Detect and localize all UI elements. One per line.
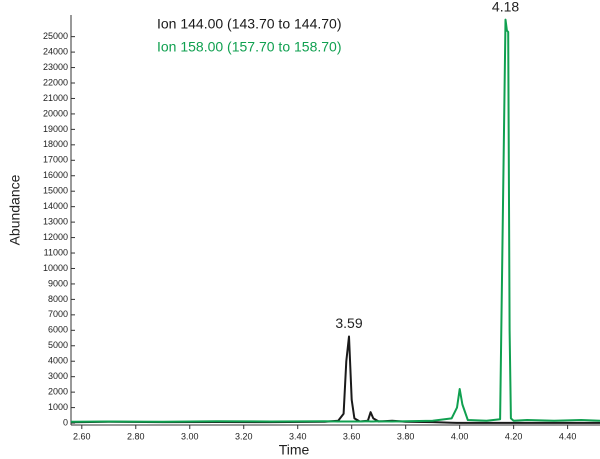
legend-entry: Ion 158.00 (157.70 to 158.70) bbox=[157, 39, 341, 55]
x-tick-label: 4.40 bbox=[559, 431, 577, 441]
y-tick-label: 10000 bbox=[43, 263, 68, 273]
y-tick-label: 12000 bbox=[43, 232, 68, 242]
y-tick-label: 5000 bbox=[48, 340, 68, 350]
x-tick-label: 4.00 bbox=[451, 431, 469, 441]
y-tick-label: 4000 bbox=[48, 356, 68, 366]
y-tick-label: 20000 bbox=[43, 108, 68, 118]
x-tick-label: 3.80 bbox=[397, 431, 415, 441]
legend-entry: Ion 144.00 (143.70 to 144.70) bbox=[157, 16, 341, 32]
x-tick-label: 2.80 bbox=[127, 431, 145, 441]
x-tick-label: 3.40 bbox=[289, 431, 307, 441]
y-tick-label: 25000 bbox=[43, 31, 68, 41]
x-tick-label: 2.60 bbox=[73, 431, 91, 441]
y-tick-label: 14000 bbox=[43, 201, 68, 211]
x-tick-label: 3.00 bbox=[181, 431, 199, 441]
x-tick-label: 3.60 bbox=[343, 431, 361, 441]
y-tick-label: 17000 bbox=[43, 155, 68, 165]
series-line bbox=[70, 18, 600, 423]
y-tick-label: 16000 bbox=[43, 170, 68, 180]
y-tick-label: 22000 bbox=[43, 77, 68, 87]
y-tick-label: 6000 bbox=[48, 325, 68, 335]
y-tick-label: 15000 bbox=[43, 186, 68, 196]
y-tick-label: 1000 bbox=[48, 402, 68, 412]
y-tick-label: 11000 bbox=[44, 247, 68, 257]
y-tick-label: 8000 bbox=[48, 294, 68, 304]
x-tick-label: 3.20 bbox=[235, 431, 253, 441]
peak-label: 4.18 bbox=[492, 0, 519, 15]
y-tick-label: 21000 bbox=[43, 93, 68, 103]
y-tick-label: 3000 bbox=[48, 371, 68, 381]
y-tick-label: 23000 bbox=[43, 62, 68, 72]
x-axis-label: Time bbox=[279, 442, 310, 458]
y-axis-label: Abundance bbox=[7, 174, 23, 245]
peak-label: 3.59 bbox=[335, 315, 362, 331]
y-tick-label: 13000 bbox=[43, 216, 68, 226]
y-tick-label: 7000 bbox=[48, 309, 68, 319]
y-tick-label: 24000 bbox=[43, 46, 68, 56]
y-tick-label: 9000 bbox=[48, 278, 68, 288]
series-line bbox=[70, 335, 600, 424]
y-tick-label: 18000 bbox=[43, 139, 68, 149]
y-tick-label: 0 bbox=[63, 417, 68, 427]
y-tick-label: 19000 bbox=[43, 124, 68, 134]
y-tick-label: 2000 bbox=[48, 387, 68, 397]
x-tick-label: 4.20 bbox=[505, 431, 523, 441]
